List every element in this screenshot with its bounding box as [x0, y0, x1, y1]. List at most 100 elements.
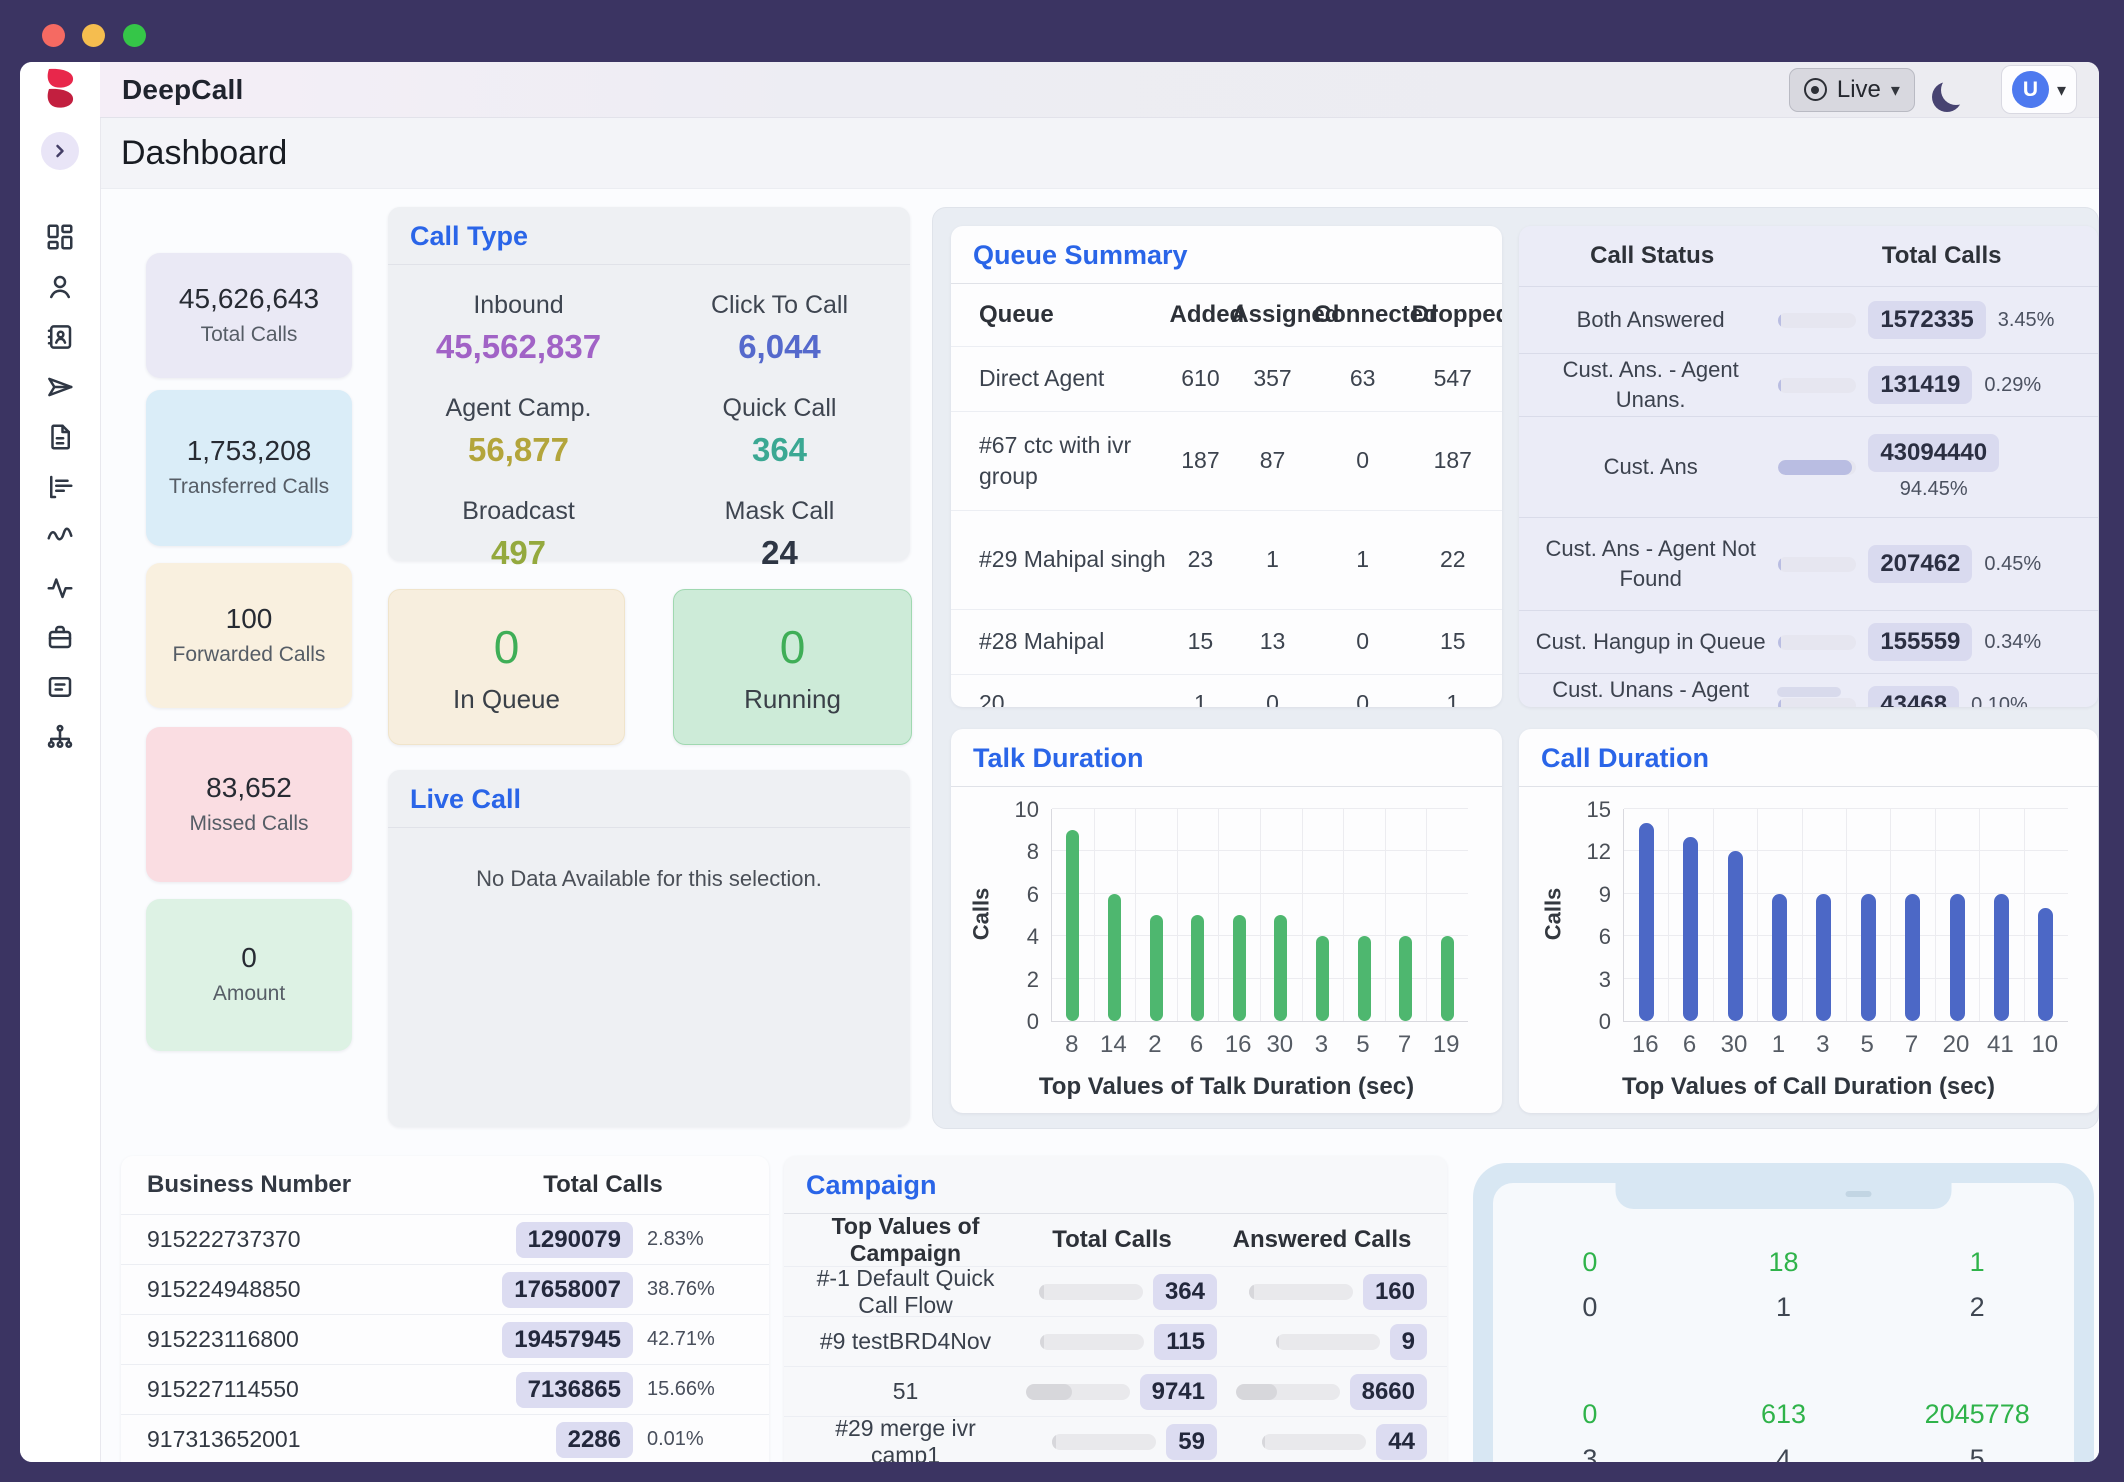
- device-metric-row: 0 613 2045778: [1493, 1399, 2074, 1430]
- running-value: 0: [779, 620, 806, 673]
- chart-bar: [1399, 936, 1413, 1021]
- stat-card-transferred-calls: 1,753,208 Transferred Calls: [146, 390, 352, 546]
- percent-value: 0.45%: [1984, 552, 2042, 575]
- chart-bar: [1107, 893, 1121, 1021]
- campaign-total-cell: 59: [1007, 1423, 1217, 1460]
- stat-card-missed-calls: 83,652 Missed Calls: [146, 727, 352, 882]
- sidebar-item-contacts[interactable]: [45, 322, 75, 352]
- wave-icon: [47, 527, 73, 541]
- device-screen: 0 18 1 0 1 2 0 613 2045778 3 4 5 0 0 0: [1493, 1183, 2074, 1462]
- device-metric-value: 4: [1775, 1444, 1792, 1462]
- x-tick-label: 7: [1397, 1031, 1412, 1058]
- sidebar-item-users[interactable]: [45, 272, 75, 302]
- table-row: #29 Mahipal singh 23 1 1 22: [951, 510, 1502, 609]
- value-badge: 364: [1152, 1273, 1217, 1310]
- sidebar-item-chart[interactable]: [45, 472, 75, 502]
- value-badge: 160: [1362, 1273, 1427, 1310]
- running-label: Running: [744, 683, 841, 714]
- no-data-message: No Data Available for this selection.: [476, 866, 822, 891]
- close-window-button[interactable]: [42, 24, 65, 47]
- device-metric-row: 0 18 1: [1493, 1247, 2074, 1278]
- value-badge: 131419: [1868, 366, 1973, 404]
- sidebar-item-sitemap[interactable]: [45, 722, 75, 752]
- percent-value: 42.71%: [647, 1328, 715, 1350]
- sidebar-expand-button[interactable]: [41, 132, 79, 170]
- dashboard-icon: [47, 224, 73, 250]
- campaign-name: #-1 Default Quick Call Flow: [816, 1264, 995, 1318]
- y-axis-label: Calls: [1540, 887, 1566, 941]
- progress-fill: [1235, 1383, 1278, 1400]
- sidebar-item-dashboard[interactable]: [45, 222, 75, 252]
- gridline: [1890, 809, 1892, 1021]
- progress-bar: [1778, 377, 1857, 393]
- progress-fill: [1778, 312, 1782, 328]
- column-header: Connected: [1313, 301, 1438, 328]
- live-mode-dropdown[interactable]: Live ▾: [1788, 67, 1915, 112]
- call-type-label: Mask Call: [724, 497, 835, 525]
- device-metric-value: 18: [1768, 1247, 1799, 1277]
- x-tick-label: 5: [1860, 1031, 1874, 1058]
- cell-value: 15: [1187, 628, 1214, 655]
- cell-value: 1: [1446, 690, 1460, 707]
- gridline: [1801, 809, 1803, 1021]
- call-status-label: Cust. Ans. - Agent Unans.: [1562, 357, 1739, 412]
- chart-bar: [1638, 823, 1654, 1021]
- sidebar-item-activity[interactable]: [45, 572, 75, 602]
- percent-value: 94.45%: [1899, 477, 1968, 500]
- chart-bar: [1274, 915, 1288, 1021]
- business-number: 915227114550: [147, 1376, 299, 1402]
- gridline: [1846, 809, 1847, 1021]
- sidebar-item-send[interactable]: [45, 372, 75, 402]
- call-status-row: Cust. Ans - Agent Not Found 207462 0.45%: [1519, 517, 2098, 610]
- campaign-total-cell: 9741: [1007, 1373, 1217, 1410]
- app-header: DeepCall Live ▾ U ▾: [20, 62, 2099, 118]
- sitemap-icon: [47, 724, 73, 749]
- y-tick-label: 2: [1026, 966, 1039, 992]
- sidebar-item-forms[interactable]: [45, 672, 75, 702]
- progress-fill: [1778, 697, 1782, 707]
- running-card: 0 Running: [673, 589, 912, 745]
- user-menu[interactable]: U ▾: [2000, 65, 2077, 114]
- gridline: [1384, 809, 1386, 1021]
- call-type-label: Agent Camp.: [445, 394, 592, 422]
- call-type-label: Click To Call: [710, 291, 849, 319]
- x-tick-label: 2: [1148, 1031, 1162, 1058]
- value-badge: 7136865: [515, 1371, 633, 1408]
- call-status-row: Both Answered 1572335 3.45%: [1519, 286, 2098, 353]
- cell-value: 187: [1433, 447, 1472, 474]
- value-badge: 9: [1389, 1323, 1427, 1360]
- gridline: [1757, 809, 1759, 1021]
- percent-value: 38.76%: [647, 1278, 715, 1300]
- chart-bar: [1683, 837, 1699, 1021]
- chart-bar: [1149, 915, 1163, 1021]
- call-status-label: Cust. Ans - Agent Not Found: [1545, 536, 1756, 591]
- value-badge: 2286: [555, 1421, 633, 1458]
- talk-duration-panel: Talk Duration 0 2 4 6 8 10 8 14 2 6 16 30 3 5 7 19 Calls…: [951, 729, 1502, 1113]
- y-tick-label: 6: [1598, 924, 1611, 950]
- live-label: Live: [1836, 75, 1881, 103]
- call-status-row: Cust. Hangup in Queue 155559 0.34%: [1519, 610, 2098, 673]
- progress-bar: [1778, 697, 1857, 707]
- table-row: #-1 Default Quick Call Flow 364 160: [784, 1264, 1447, 1318]
- chart-bar: [1357, 936, 1371, 1021]
- cell-value: 87: [1259, 447, 1286, 474]
- chart-bar: [1315, 936, 1329, 1021]
- stat-label: Transferred Calls: [168, 475, 330, 499]
- value-badge: 115: [1154, 1323, 1217, 1360]
- device-notch: [1615, 1183, 1952, 1209]
- sidebar-item-report[interactable]: [45, 422, 75, 452]
- call-status-row: Cust. Unans - Agent Ans. 43468 0.10%: [1519, 673, 2098, 707]
- zoom-window-button[interactable]: [123, 24, 146, 47]
- progress-bar: [1778, 312, 1857, 328]
- chart-bar: [1440, 936, 1454, 1021]
- call-type-value: 364: [751, 431, 808, 468]
- dark-mode-toggle[interactable]: [1941, 75, 1971, 105]
- panel-title: Call Type: [410, 221, 529, 251]
- sidebar-item-wave[interactable]: [45, 522, 75, 552]
- call-type-value: 6,044: [738, 328, 821, 365]
- call-type-label: Inbound: [473, 291, 564, 319]
- device-metric-value: 2: [1969, 1292, 1985, 1322]
- minimize-window-button[interactable]: [82, 24, 105, 47]
- sidebar-item-briefcase[interactable]: [45, 622, 75, 652]
- table-row: #67 ctc with ivr group 187 87 0 187: [951, 411, 1502, 510]
